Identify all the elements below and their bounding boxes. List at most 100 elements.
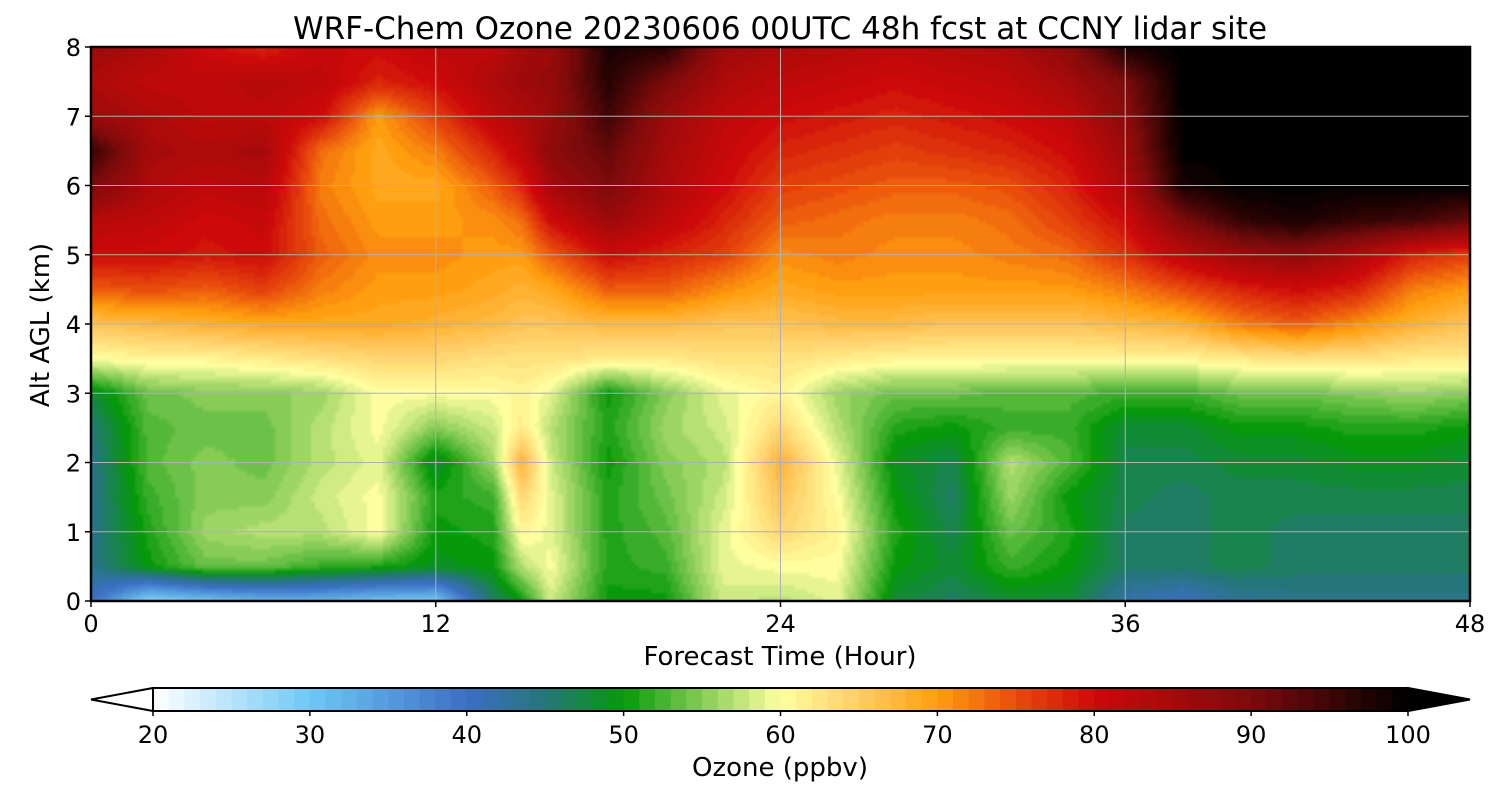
colorbar-bin xyxy=(498,688,515,711)
x-tick-label: 0 xyxy=(83,610,98,638)
colorbar-bin xyxy=(811,688,829,711)
colorbar-bin xyxy=(780,688,797,711)
colorbar-bin xyxy=(686,688,703,711)
colorbar-bin xyxy=(435,688,452,711)
colorbar-bin xyxy=(1376,688,1393,711)
colorbar-bin xyxy=(1235,688,1252,711)
colorbar-bin xyxy=(827,688,844,711)
colorbar-bin xyxy=(341,688,358,711)
colorbar-bin xyxy=(733,688,750,711)
colorbar-bin xyxy=(1094,688,1111,711)
colorbar-bin xyxy=(451,688,468,711)
colorbar-bin xyxy=(1219,688,1237,711)
colorbar-bin xyxy=(1125,688,1142,711)
colorbar-tick-label: 70 xyxy=(922,721,953,749)
colorbar-bin xyxy=(1031,688,1048,711)
colorbar-bin xyxy=(1015,688,1033,711)
colorbar-bin xyxy=(843,688,860,711)
colorbar-bin xyxy=(1047,688,1064,711)
colorbar-bin xyxy=(1188,688,1205,711)
x-axis-label: Forecast Time (Hour) xyxy=(643,642,916,672)
y-tick-label: 6 xyxy=(66,173,81,201)
colorbar-bin xyxy=(309,688,327,711)
colorbar-bin xyxy=(1298,688,1315,711)
colorbar-bin xyxy=(858,688,876,711)
x-tick-label: 36 xyxy=(1110,610,1141,638)
y-tick-label: 5 xyxy=(66,242,81,270)
colorbar-tick-label: 90 xyxy=(1236,721,1267,749)
colorbar-bin xyxy=(1313,688,1331,711)
colorbar-bin xyxy=(607,688,625,711)
colorbar-bin xyxy=(388,688,405,711)
colorbar-bin xyxy=(1172,688,1189,711)
colorbar-bin xyxy=(968,688,986,711)
colorbar-bin xyxy=(560,688,578,711)
y-tick-label: 1 xyxy=(66,519,81,547)
chart-title: WRF-Chem Ozone 20230606 00UTC 48h fcst a… xyxy=(293,11,1267,47)
colorbar-bin xyxy=(294,688,311,711)
colorbar-bin xyxy=(404,688,421,711)
colorbar-bin xyxy=(717,688,735,711)
x-tick-label: 12 xyxy=(420,610,451,638)
y-axis-label: Alt AGL (km) xyxy=(26,243,56,407)
colorbar-bin xyxy=(153,688,170,711)
colorbar-bin xyxy=(200,688,217,711)
x-tick-label: 48 xyxy=(1455,610,1486,638)
colorbar-tick-label: 60 xyxy=(765,721,796,749)
colorbar-ticks: 20 30 40 50 60 70 80 90 100 xyxy=(138,711,1431,749)
colorbar-bin xyxy=(906,688,923,711)
colorbar-bin xyxy=(247,688,264,711)
colorbar-tick-label: 20 xyxy=(138,721,169,749)
colorbar xyxy=(90,686,1471,713)
colorbar-bin xyxy=(1360,688,1378,711)
colorbar-bin xyxy=(513,688,531,711)
colorbar-bin xyxy=(984,688,1001,711)
colorbar-bin xyxy=(278,688,295,711)
colorbar-extend-min xyxy=(90,686,154,713)
colorbar-bin xyxy=(764,688,782,711)
colorbar-bin xyxy=(529,688,546,711)
y-tick-label: 2 xyxy=(66,450,81,478)
colorbar-bin xyxy=(796,688,813,711)
x-tick-label: 24 xyxy=(765,610,796,638)
colorbar-bin xyxy=(1266,688,1284,711)
colorbar-extend-max xyxy=(1407,686,1471,713)
colorbar-bin xyxy=(623,688,640,711)
colorbar-bin xyxy=(1000,688,1017,711)
colorbar-bin xyxy=(215,688,233,711)
colorbar-bin xyxy=(419,688,436,711)
colorbar-bin xyxy=(325,688,342,711)
colorbar-bin xyxy=(545,688,562,711)
colorbar-bin xyxy=(921,688,938,711)
colorbar-bin xyxy=(1329,688,1346,711)
colorbar-tick-label: 50 xyxy=(608,721,639,749)
y-tick-label: 7 xyxy=(66,103,81,131)
y-tick-label: 3 xyxy=(66,380,81,408)
colorbar-bin xyxy=(1204,688,1221,711)
colorbar-bin xyxy=(1141,688,1158,711)
colorbar-bin xyxy=(749,688,766,711)
colorbar-bin xyxy=(1078,688,1095,711)
colorbar-tick-label: 40 xyxy=(451,721,482,749)
y-tick-label: 0 xyxy=(66,588,81,616)
colorbar-bin xyxy=(1251,688,1268,711)
colorbar-bin xyxy=(1282,688,1299,711)
colorbar-bin xyxy=(670,688,687,711)
y-tick-label: 4 xyxy=(66,311,81,339)
colorbar-tick-label: 80 xyxy=(1079,721,1110,749)
colorbar-bin xyxy=(702,688,719,711)
colorbar-bin xyxy=(1109,688,1127,711)
colorbar-bin xyxy=(1062,688,1080,711)
colorbar-bin xyxy=(953,688,970,711)
y-tick-label: 8 xyxy=(66,34,81,62)
colorbar-bin xyxy=(639,688,656,711)
colorbar-bin xyxy=(1345,688,1362,711)
colorbar-bin xyxy=(356,688,374,711)
colorbar-bin xyxy=(592,688,609,711)
colorbar-bin xyxy=(576,688,593,711)
colorbar-bin xyxy=(184,688,201,711)
colorbar-bin xyxy=(168,688,185,711)
colorbar-bin xyxy=(262,688,280,711)
colorbar-bin xyxy=(890,688,907,711)
